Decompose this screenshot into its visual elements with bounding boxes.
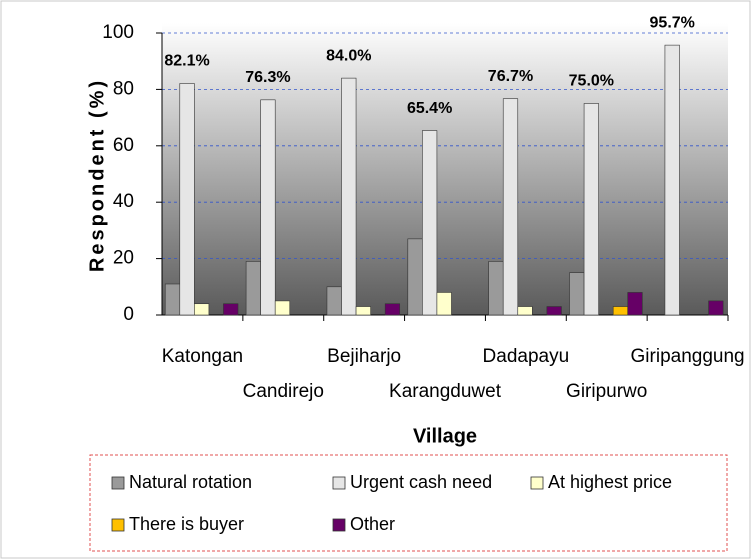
legend-box <box>89 454 728 552</box>
bar <box>502 98 519 316</box>
bar <box>422 130 438 316</box>
legend-swatch <box>111 518 125 532</box>
legend-swatch <box>332 518 346 532</box>
legend-label: Urgent cash need <box>350 472 492 492</box>
value-label: 65.4% <box>407 100 452 117</box>
x-tick-label: Katongan <box>162 346 243 367</box>
bar <box>546 306 562 316</box>
y-tick-label: 0 <box>123 304 134 325</box>
x-tick-label: Dadapayu <box>483 346 570 367</box>
bar <box>384 303 401 316</box>
value-label: 76.7% <box>488 68 533 85</box>
value-label: 95.7% <box>650 14 695 31</box>
bar <box>708 300 724 316</box>
value-label: 82.1% <box>164 53 209 70</box>
bar <box>583 103 599 316</box>
legend-swatch <box>530 476 544 490</box>
x-tick-label: Karangduwet <box>389 381 502 402</box>
legend-label: At highest price <box>548 472 672 492</box>
y-tick-label: 40 <box>113 191 134 212</box>
y-tick-label: 100 <box>102 22 134 43</box>
x-tick-label: Bejiharjo <box>327 346 401 367</box>
bar <box>612 306 629 316</box>
value-label: 75.0% <box>569 73 614 90</box>
bar <box>179 83 195 316</box>
y-tick-label: 80 <box>113 78 134 99</box>
y-tick-label: 60 <box>113 135 134 156</box>
bar <box>341 77 357 316</box>
y-tick-label: 20 <box>113 248 134 269</box>
bar <box>355 306 371 316</box>
x-tick-label: Candirejo <box>243 381 324 402</box>
bar <box>407 238 423 316</box>
bar <box>517 306 533 316</box>
bar <box>488 261 504 316</box>
x-tick-label: Giripurwo <box>566 381 647 402</box>
legend-swatch <box>111 476 125 490</box>
x-tick-label: Giripanggung <box>631 346 745 367</box>
bar <box>569 272 585 316</box>
legend-label: There is buyer <box>129 514 244 534</box>
x-axis-label: Village <box>413 425 477 447</box>
bar <box>260 99 276 316</box>
bar <box>164 283 181 316</box>
value-label: 84.0% <box>326 47 371 64</box>
bar <box>436 292 452 316</box>
bar <box>664 44 680 316</box>
bar <box>194 303 210 316</box>
bar <box>627 292 643 316</box>
bar <box>245 261 261 316</box>
legend-label: Other <box>350 514 395 534</box>
bar <box>326 286 342 316</box>
y-axis-label: Respondent (%) <box>86 78 108 272</box>
bar <box>274 300 291 316</box>
legend-label: Natural rotation <box>129 472 252 492</box>
legend-swatch <box>332 476 346 490</box>
value-label: 76.3% <box>245 69 290 86</box>
bar <box>223 303 239 316</box>
